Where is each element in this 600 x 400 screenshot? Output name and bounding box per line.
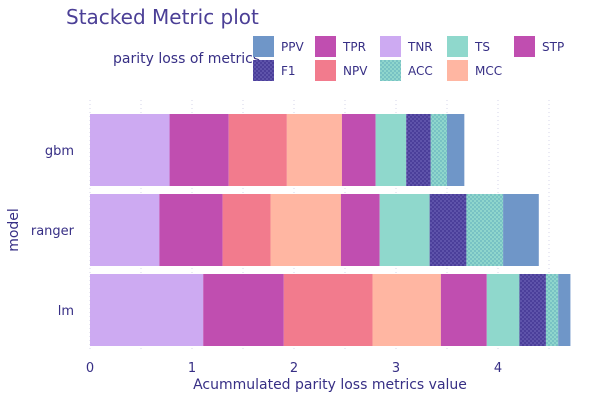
legend-label: PPV	[281, 40, 304, 54]
legend-swatch	[315, 60, 336, 81]
legend-swatch	[514, 36, 535, 57]
bar-segment	[406, 114, 431, 186]
legend-label: TPR	[342, 40, 366, 54]
x-tick-label: 3	[392, 361, 400, 376]
bar-segment	[372, 274, 441, 346]
x-tick-label: 1	[188, 361, 196, 376]
bars	[90, 114, 571, 346]
bar-segment	[447, 114, 465, 186]
bar-segment	[286, 114, 342, 186]
legend-label: F1	[281, 64, 296, 78]
bar-segment	[90, 274, 204, 346]
legend-swatch	[380, 60, 401, 81]
bar-segment	[283, 274, 373, 346]
bar-segment	[486, 274, 520, 346]
legend-swatch	[380, 36, 401, 57]
bar-segment	[429, 194, 467, 266]
bar-segment	[440, 274, 487, 346]
bar-segment	[519, 274, 546, 346]
legend-swatch	[253, 36, 274, 57]
bar-segment	[222, 194, 271, 266]
bar-segment	[341, 114, 376, 186]
bar-segment	[545, 274, 559, 346]
x-tick-label: 0	[86, 361, 94, 376]
x-tick-label: 4	[494, 361, 502, 376]
legend-label: NPV	[343, 64, 368, 78]
bar-segment	[466, 194, 504, 266]
bar-segment	[90, 194, 160, 266]
y-axis-label: model	[6, 208, 22, 252]
bar-segment	[375, 114, 407, 186]
x-tick-label: 2	[290, 361, 298, 376]
legend-label: ACC	[408, 64, 433, 78]
chart-title: Stacked Metric plot	[66, 5, 259, 29]
legend-label: TNR	[407, 40, 433, 54]
bar-segment	[340, 194, 380, 266]
x-axis-label: Acummulated parity loss metrics value	[193, 377, 467, 393]
y-tick-label: ranger	[31, 224, 75, 239]
x-tick-labels: 0 1 2 3 4	[86, 361, 502, 376]
bar-segment	[503, 194, 539, 266]
bar-segment	[90, 114, 170, 186]
y-tick-label: gbm	[45, 144, 74, 159]
legend-label: TS	[474, 40, 490, 54]
bar-segment	[430, 114, 447, 186]
legend-swatch	[447, 36, 468, 57]
legend-title: parity loss of metrics	[113, 51, 260, 67]
bar-segment	[379, 194, 430, 266]
legend-swatch	[315, 36, 336, 57]
y-tick-labels: gbm ranger lm	[31, 144, 75, 319]
bar-segment	[169, 114, 229, 186]
bar-segment	[228, 114, 287, 186]
legend-swatch	[447, 60, 468, 81]
legend-swatch	[253, 60, 274, 81]
bar-segment	[159, 194, 223, 266]
legend: parity loss of metrics PPV F1 TPR NPV TNR ACC…	[113, 36, 564, 81]
bar-segment	[203, 274, 284, 346]
legend-label: STP	[542, 40, 564, 54]
bar-segment	[558, 274, 571, 346]
y-tick-label: lm	[58, 304, 74, 319]
legend-label: MCC	[475, 64, 502, 78]
bar-segment	[270, 194, 341, 266]
